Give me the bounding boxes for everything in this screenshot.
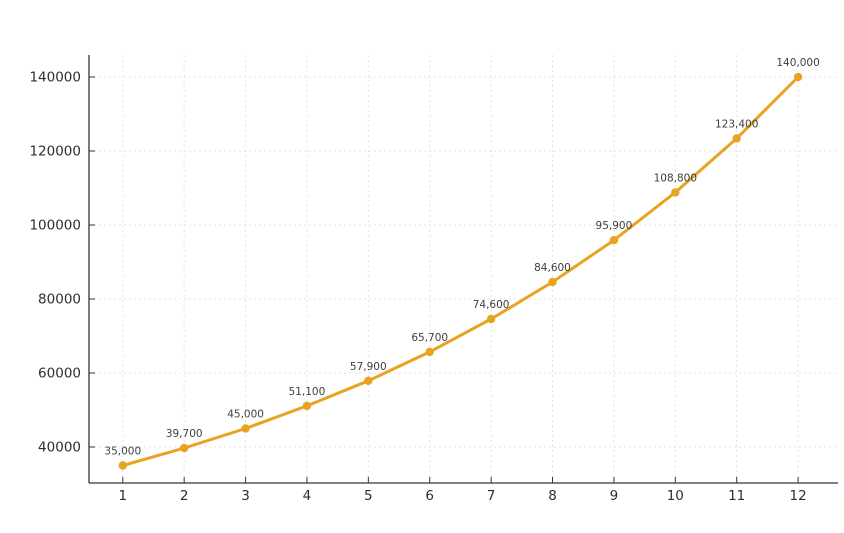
- data-point-label: 35,000: [104, 446, 141, 458]
- y-tick-label: 120000: [29, 144, 81, 160]
- x-tick-label: 12: [790, 488, 807, 504]
- x-tick-label: 4: [303, 488, 312, 504]
- data-point-label: 57,900: [350, 361, 387, 373]
- data-point-label: 95,900: [596, 220, 633, 232]
- data-point-label: 39,700: [166, 428, 203, 440]
- data-point-marker: [548, 277, 557, 287]
- data-point-marker: [425, 347, 434, 357]
- x-tick-label: 3: [241, 488, 250, 504]
- data-point-label: 45,000: [227, 409, 264, 421]
- y-tick-label: 140000: [29, 70, 81, 86]
- data-point-marker: [364, 376, 373, 385]
- data-point-label: 123,400: [715, 118, 758, 130]
- data-point-label: 74,600: [473, 299, 510, 311]
- y-tick-label: 60000: [38, 366, 81, 382]
- data-point-label: 140,000: [776, 57, 819, 69]
- data-point-label: 65,700: [411, 332, 448, 344]
- x-tick-label: 2: [180, 488, 189, 504]
- x-tick-label: 11: [728, 488, 745, 504]
- x-tick-label: 7: [487, 488, 496, 504]
- x-tick-label: 10: [667, 488, 684, 504]
- data-point-marker: [732, 134, 741, 143]
- data-point-marker: [671, 188, 680, 197]
- data-point-marker: [609, 236, 619, 245]
- data-point-marker: [241, 424, 250, 433]
- x-tick-label: 5: [364, 488, 373, 504]
- x-tick-label: 9: [610, 488, 619, 504]
- data-point-marker: [180, 443, 189, 453]
- y-tick-label: 100000: [29, 218, 81, 234]
- y-tick-label: 40000: [38, 440, 81, 456]
- x-tick-label: 1: [118, 488, 127, 504]
- x-tick-label: 6: [425, 488, 434, 504]
- data-point-label: 108,800: [654, 172, 697, 184]
- series-line: [121, 75, 800, 467]
- data-point-label: 51,100: [289, 386, 326, 398]
- data-point-marker: [302, 401, 312, 411]
- data-point-marker: [118, 461, 128, 470]
- y-tick-label: 80000: [38, 292, 81, 308]
- data-point-label: 84,600: [534, 262, 571, 274]
- data-point-marker: [793, 72, 803, 82]
- data-point-marker: [486, 314, 496, 324]
- x-tick-label: 8: [548, 488, 557, 504]
